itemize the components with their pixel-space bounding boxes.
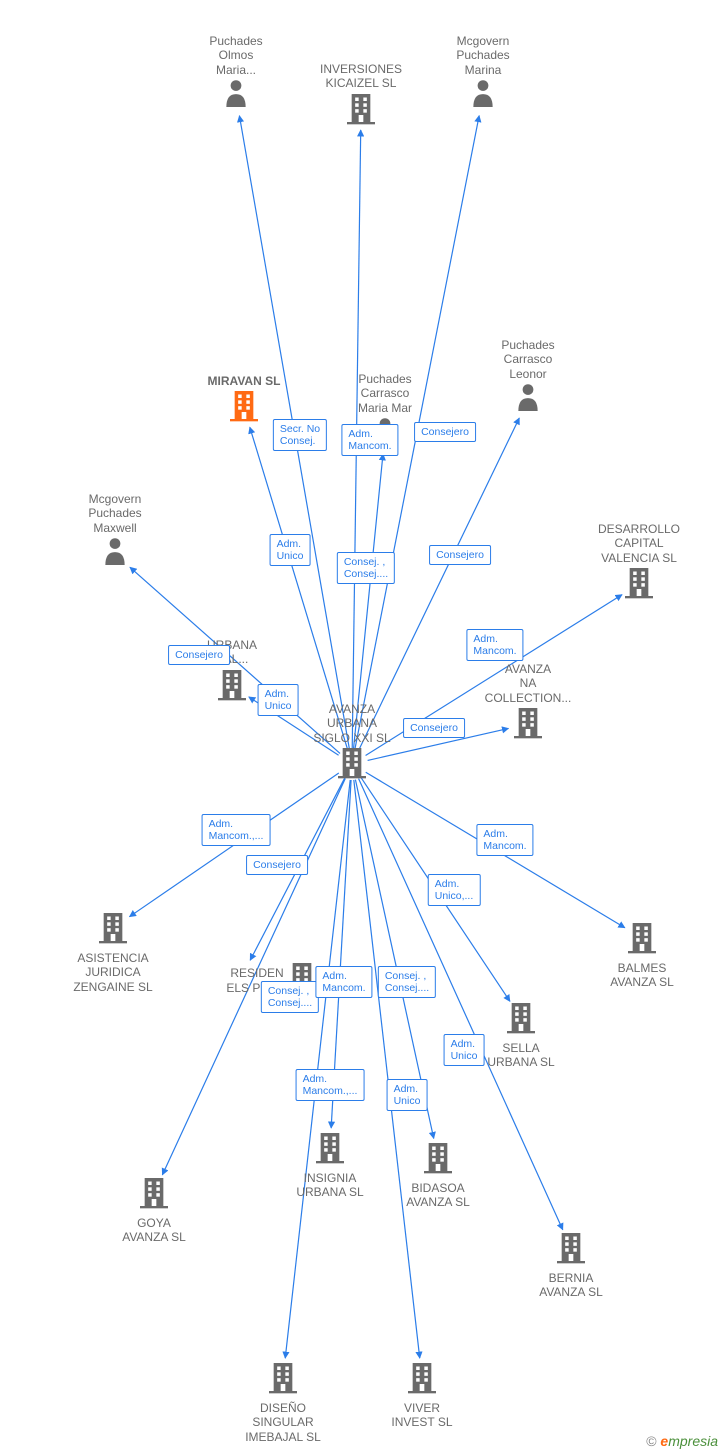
node-label: BERNIA AVANZA SL bbox=[511, 1271, 631, 1300]
edge-label: Consej. , Consej.... bbox=[378, 966, 436, 998]
node-puchades_leonor[interactable]: Puchades Carrasco Leonor bbox=[468, 336, 588, 416]
edge-label: Consejero bbox=[168, 645, 230, 665]
copyright-symbol: © bbox=[646, 1433, 656, 1449]
node-avanza_urbana[interactable]: AVANZA URBANA SIGLO XXI SL bbox=[292, 700, 412, 784]
edge-label: Adm. Mancom.,... bbox=[296, 1069, 365, 1101]
node-viver_invest[interactable]: VIVER INVEST SL bbox=[362, 1360, 482, 1430]
node-label: AVANZA URBANA SIGLO XXI SL bbox=[292, 702, 412, 745]
node-label: AVANZA NA COLLECTION... bbox=[468, 662, 588, 705]
edge-label: Secr. No Consej. bbox=[273, 419, 327, 451]
node-label: MIRAVAN SL bbox=[184, 374, 304, 388]
building-icon bbox=[511, 1230, 631, 1269]
node-label: BIDASOA AVANZA SL bbox=[378, 1181, 498, 1210]
node-mcgovern_marina[interactable]: Mcgovern Puchades Marina bbox=[423, 32, 543, 112]
edge-label: Consejero bbox=[429, 545, 491, 565]
node-bernia_avanza[interactable]: BERNIA AVANZA SL bbox=[511, 1230, 631, 1300]
node-avanza_collection[interactable]: AVANZA NA COLLECTION... bbox=[468, 660, 588, 744]
node-label: INVERSIONES KICAIZEL SL bbox=[301, 62, 421, 91]
node-label: DESARROLLO CAPITAL VALENCIA SL bbox=[579, 522, 699, 565]
building-icon bbox=[301, 91, 421, 130]
node-mcgovern_maxwell[interactable]: Mcgovern Puchades Maxwell bbox=[55, 490, 175, 570]
node-balmes_avanza[interactable]: BALMES AVANZA SL bbox=[582, 920, 702, 990]
node-label: ASISTENCIA JURIDICA ZENGAINE SL bbox=[53, 951, 173, 994]
node-label: BALMES AVANZA SL bbox=[582, 961, 702, 990]
node-asistencia_juridica[interactable]: ASISTENCIA JURIDICA ZENGAINE SL bbox=[53, 910, 173, 994]
edge-label: Consejero bbox=[246, 855, 308, 875]
edge-label: Consejero bbox=[403, 718, 465, 738]
building-icon bbox=[378, 1140, 498, 1179]
building-icon bbox=[94, 1175, 214, 1214]
brand-rest: mpresia bbox=[668, 1433, 718, 1449]
node-goya_avanza[interactable]: GOYA AVANZA SL bbox=[94, 1175, 214, 1245]
node-label: GOYA AVANZA SL bbox=[94, 1216, 214, 1245]
edge-label: Adm. Mancom.,... bbox=[202, 814, 271, 846]
node-label: Puchades Carrasco Leonor bbox=[468, 338, 588, 381]
node-puchades_olmos[interactable]: Puchades Olmos Maria... bbox=[176, 32, 296, 112]
edge-label: Consej. , Consej.... bbox=[261, 981, 319, 1013]
edge-label: Adm. Mancom. bbox=[466, 629, 523, 661]
building-icon bbox=[579, 565, 699, 604]
copyright-footer: © empresia bbox=[646, 1433, 718, 1449]
building-icon bbox=[362, 1360, 482, 1399]
building-icon bbox=[292, 745, 412, 784]
node-label: INSIGNIA URBANA SL bbox=[270, 1171, 390, 1200]
node-label: VIVER INVEST SL bbox=[362, 1401, 482, 1430]
node-label: Mcgovern Puchades Maxwell bbox=[55, 492, 175, 535]
node-insignia_urbana[interactable]: INSIGNIA URBANA SL bbox=[270, 1130, 390, 1200]
person-icon bbox=[176, 77, 296, 112]
edge-label: Adm. Unico bbox=[387, 1079, 428, 1111]
edge-label: Consej. , Consej.... bbox=[337, 552, 395, 584]
edge-label: Consejero bbox=[414, 422, 476, 442]
node-diseno_singular[interactable]: DISEÑO SINGULAR IMEBAJAL SL bbox=[223, 1360, 343, 1444]
edge-label: Adm. Unico bbox=[270, 534, 311, 566]
building-icon bbox=[223, 1360, 343, 1399]
node-label: DISEÑO SINGULAR IMEBAJAL SL bbox=[223, 1401, 343, 1444]
person-icon bbox=[468, 381, 588, 416]
edge-label: Adm. Unico bbox=[444, 1034, 485, 1066]
node-desarrollo_capital[interactable]: DESARROLLO CAPITAL VALENCIA SL bbox=[579, 520, 699, 604]
node-label: Puchades Olmos Maria... bbox=[176, 34, 296, 77]
edge-label: Adm. Unico bbox=[258, 684, 299, 716]
building-icon bbox=[270, 1130, 390, 1169]
node-label: Mcgovern Puchades Marina bbox=[423, 34, 543, 77]
edge-label: Adm. Mancom. bbox=[315, 966, 372, 998]
building-icon bbox=[468, 705, 588, 744]
edge-label: Adm. Unico,... bbox=[428, 874, 481, 906]
person-icon bbox=[55, 535, 175, 570]
edge-label: Adm. Mancom. bbox=[341, 424, 398, 456]
building-icon bbox=[582, 920, 702, 959]
node-label: Puchades Carrasco Maria Mar bbox=[325, 372, 445, 415]
edge-label: Adm. Mancom. bbox=[476, 824, 533, 856]
node-bidasoa_avanza[interactable]: BIDASOA AVANZA SL bbox=[378, 1140, 498, 1210]
person-icon bbox=[423, 77, 543, 112]
building-icon bbox=[53, 910, 173, 949]
node-inversiones_kicaizel[interactable]: INVERSIONES KICAIZEL SL bbox=[301, 60, 421, 130]
